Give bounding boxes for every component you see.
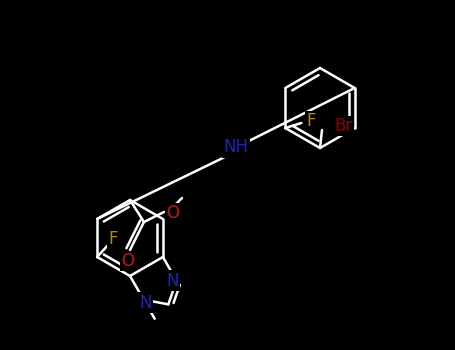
Text: N: N: [167, 272, 179, 290]
Text: F: F: [108, 230, 118, 248]
Text: N: N: [139, 294, 152, 312]
Text: F: F: [307, 112, 316, 130]
Text: O: O: [167, 204, 180, 222]
Text: Br: Br: [334, 117, 352, 135]
Text: NH: NH: [223, 139, 248, 156]
Text: O: O: [121, 252, 135, 270]
